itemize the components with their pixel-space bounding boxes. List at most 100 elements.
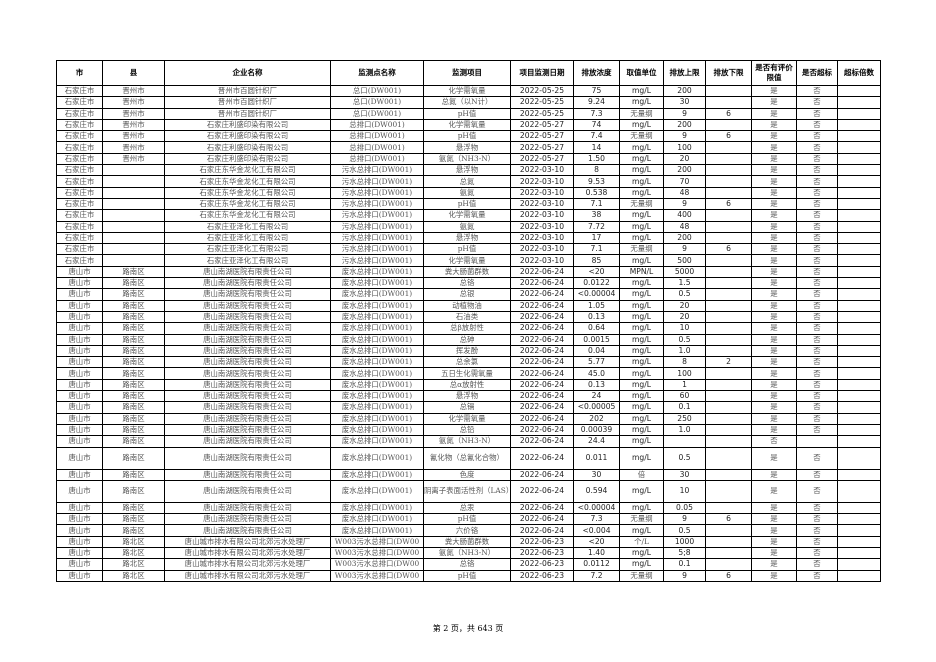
cell-unit: 无量纲 <box>619 197 664 211</box>
cell-upper-limit: 250 <box>663 412 706 425</box>
cell-county: 晋州市 <box>102 141 165 154</box>
cell-city: 唐山市 <box>56 524 103 537</box>
cell-city: 唐山市 <box>56 299 103 312</box>
cell-enterprise-name: 石家庄亚泽化工有限公司 <box>164 231 331 245</box>
cell-has-limit: 是 <box>751 558 797 571</box>
cell-concentration: 0.0015 <box>573 333 620 346</box>
cell-unit: 无量纲 <box>619 107 664 120</box>
cell-exceeds-standard: 否 <box>796 164 838 177</box>
cell-lower-limit <box>705 209 752 222</box>
cell-monitoring-date: 2022-06-24 <box>510 468 574 481</box>
cell-enterprise-name: 唐山南湖医院有限责任公司 <box>164 310 331 324</box>
cell-exceeds-standard: 否 <box>796 367 838 380</box>
cell-monitoring-item: 粪大肠菌群数 <box>423 265 511 279</box>
cell-exceed-multiple <box>837 435 881 448</box>
cell-upper-limit: 5000 <box>663 265 706 279</box>
cell-monitoring-date: 2022-06-24 <box>510 356 574 369</box>
cell-exceed-multiple <box>837 535 881 548</box>
cell-concentration: 85 <box>573 254 620 267</box>
table-row: 唐山市 路南区 唐山南湖医院有限责任公司 废水总排口(DW001) 色度 2022-06-… <box>56 468 881 481</box>
table-row: 唐山市 路南区 唐山南湖医院有限责任公司 废水总排口(DW001) 总砷 2022-06-… <box>56 333 881 346</box>
cell-monitoring-point: 废水总排口(DW001) <box>330 468 424 481</box>
cell-county: 晋州市 <box>102 118 165 132</box>
cell-has-limit: 是 <box>751 254 797 267</box>
cell-monitoring-item: 化学需氧量 <box>423 254 511 267</box>
cell-city: 石家庄市 <box>56 118 103 132</box>
cell-concentration: 0.13 <box>573 310 620 324</box>
cell-county: 路南区 <box>102 468 165 481</box>
cell-county <box>102 231 165 245</box>
cell-lower-limit <box>705 501 752 515</box>
cell-exceed-multiple <box>837 479 881 503</box>
table-row: 石家庄市 石家庄东华金龙化工有限公司 污水总排口(DW001) 化学需氧量 2022-0… <box>56 209 881 222</box>
cell-lower-limit <box>705 390 752 403</box>
cell-city: 石家庄市 <box>56 197 103 211</box>
cell-unit: mg/L <box>619 288 664 301</box>
cell-unit: mg/L <box>619 479 664 503</box>
table-row: 石家庄市 晋州市 石家庄利盛印染有限公司 总排口(DW001) 化学需氧量 2022-05… <box>56 118 881 132</box>
cell-enterprise-name: 唐山南湖医院有限责任公司 <box>164 401 331 414</box>
cell-upper-limit: 9 <box>663 197 706 211</box>
cell-monitoring-item: 总镉 <box>423 401 511 414</box>
cell-enterprise-name: 唐山南湖医院有限责任公司 <box>164 435 331 448</box>
cell-unit: mg/L <box>619 390 664 403</box>
cell-exceed-multiple <box>837 130 881 143</box>
cell-monitoring-date: 2022-03-10 <box>510 186 574 199</box>
cell-enterprise-name: 唐山南湖医院有限责任公司 <box>164 390 331 403</box>
cell-concentration: 74 <box>573 118 620 132</box>
cell-concentration: 9.53 <box>573 175 620 188</box>
cell-has-limit: 是 <box>751 130 797 143</box>
table-row: 唐山市 路南区 唐山南湖医院有限责任公司 废水总排口(DW001) 阴离子表面活性剂（L… <box>56 479 881 503</box>
cell-exceeds-standard: 否 <box>796 186 838 199</box>
table-row: 石家庄市 晋州市 晋州市百圆针织厂 总口(DW001) 化学需氧量 2022-05-25 7… <box>56 84 881 98</box>
cell-monitoring-date: 2022-06-24 <box>510 501 574 515</box>
cell-lower-limit <box>705 277 752 290</box>
cell-enterprise-name: 唐山南湖医院有限责任公司 <box>164 299 331 312</box>
cell-monitoring-point: 污水总排口(DW001) <box>330 220 424 233</box>
cell-monitoring-item: 化学需氧量 <box>423 84 511 98</box>
table-row: 唐山市 路南区 唐山南湖医院有限责任公司 废水总排口(DW001) 总α放射性 2022-… <box>56 378 881 392</box>
cell-upper-limit: 0.5 <box>663 524 706 537</box>
cell-unit: mg/L <box>619 96 664 109</box>
cell-exceed-multiple <box>837 310 881 324</box>
cell-enterprise-name: 唐山南湖医院有限责任公司 <box>164 356 331 369</box>
cell-county <box>102 186 165 199</box>
header-monitoring-point: 监测点名称 <box>330 60 424 86</box>
cell-exceed-multiple <box>837 344 881 358</box>
cell-exceed-multiple <box>837 558 881 571</box>
cell-upper-limit: 20 <box>663 310 706 324</box>
cell-monitoring-point: 废水总排口(DW001) <box>330 524 424 537</box>
cell-concentration: 0.594 <box>573 479 620 503</box>
cell-enterprise-name: 唐山南湖医院有限责任公司 <box>164 344 331 358</box>
cell-monitoring-point: 废水总排口(DW001) <box>330 401 424 414</box>
table-row: 唐山市 路北区 唐山城市排水有限公司北郊污水处理厂 W003污水总排口(DW00 总铬 2… <box>56 558 881 571</box>
cell-enterprise-name: 唐山南湖医院有限责任公司 <box>164 501 331 515</box>
cell-has-limit: 是 <box>751 164 797 177</box>
cell-exceeds-standard: 否 <box>796 479 838 503</box>
cell-county: 晋州市 <box>102 130 165 143</box>
cell-exceeds-standard: 否 <box>796 220 838 233</box>
cell-monitoring-item: 悬浮物 <box>423 141 511 154</box>
cell-upper-limit: 70 <box>663 175 706 188</box>
cell-has-limit: 是 <box>751 141 797 154</box>
cell-exceeds-standard: 否 <box>796 378 838 392</box>
cell-exceeds-standard: 否 <box>796 175 838 188</box>
cell-exceeds-standard: 否 <box>796 84 838 98</box>
cell-city: 石家庄市 <box>56 175 103 188</box>
cell-exceed-multiple <box>837 412 881 425</box>
cell-has-limit: 是 <box>751 535 797 548</box>
cell-concentration: 0.64 <box>573 322 620 335</box>
header-upper-limit: 排放上限 <box>663 60 706 86</box>
cell-concentration: 0.04 <box>573 344 620 358</box>
cell-lower-limit <box>705 468 752 481</box>
table-row: 石家庄市 石家庄东华金龙化工有限公司 污水总排口(DW001) pH值 2022-03-… <box>56 197 881 211</box>
cell-county: 路北区 <box>102 558 165 571</box>
cell-upper-limit: 1.0 <box>663 344 706 358</box>
cell-exceed-multiple <box>837 569 881 582</box>
cell-county: 路南区 <box>102 288 165 301</box>
table-row: 石家庄市 石家庄亚泽化工有限公司 污水总排口(DW001) 悬浮物 2022-03-10… <box>56 231 881 245</box>
cell-has-limit: 是 <box>751 468 797 481</box>
cell-upper-limit: 200 <box>663 164 706 177</box>
cell-monitoring-point: 总排口(DW001) <box>330 141 424 154</box>
cell-city: 唐山市 <box>56 412 103 425</box>
